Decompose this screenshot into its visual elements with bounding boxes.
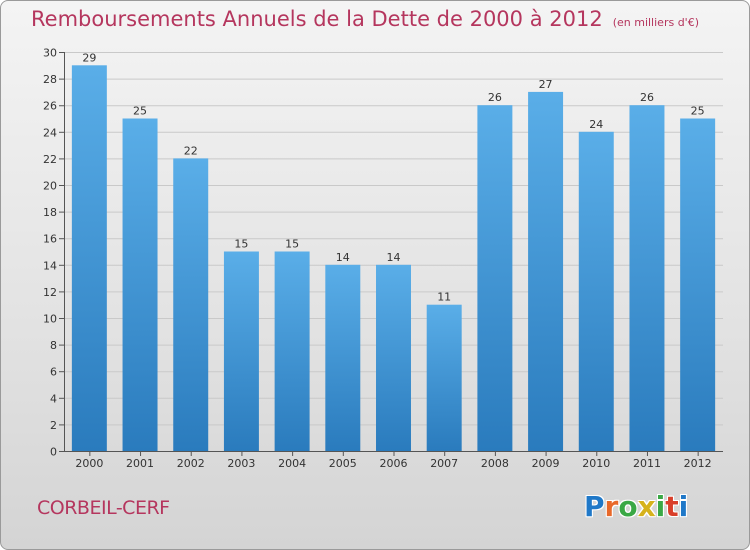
bar: [680, 118, 716, 451]
y-tick-label: 10: [43, 313, 57, 326]
y-tick-label: 16: [43, 233, 57, 246]
data-label: 11: [437, 291, 451, 304]
data-label: 15: [285, 238, 299, 251]
x-tick-label: 2004: [278, 457, 306, 470]
y-tick-label: 2: [50, 419, 57, 432]
bar: [426, 304, 462, 451]
x-tick-label: 2003: [227, 457, 255, 470]
logo-letter: o: [618, 490, 638, 523]
x-tick-label: 2008: [481, 457, 509, 470]
bar: [528, 91, 564, 452]
data-label: 27: [539, 78, 553, 91]
bar: [477, 105, 513, 451]
data-label: 22: [184, 144, 198, 157]
x-tick-label: 2002: [177, 457, 205, 470]
y-tick-label: 6: [50, 366, 57, 379]
proxiti-logo: Proxiti: [584, 490, 688, 523]
commune-name: CORBEIL-CERF: [37, 497, 170, 519]
chart-title: Remboursements Annuels de la Dette de 20…: [31, 7, 699, 31]
y-tick-label: 8: [50, 339, 57, 352]
title-main: Remboursements Annuels de la Dette de 20…: [31, 7, 603, 31]
logo-letter: x: [637, 490, 656, 523]
x-tick-label: 2007: [430, 457, 458, 470]
y-tick-label: 0: [50, 446, 57, 459]
y-tick-label: 20: [43, 180, 57, 193]
x-tick-label: 2005: [329, 457, 357, 470]
y-tick-label: 22: [43, 153, 57, 166]
bar: [173, 158, 209, 451]
x-tick-label: 2001: [126, 457, 154, 470]
logo-letter: i: [678, 490, 689, 523]
y-tick-label: 24: [43, 126, 57, 139]
logo-letter: t: [665, 490, 679, 523]
y-tick-label: 26: [43, 100, 57, 113]
data-label: 14: [387, 251, 401, 264]
data-label: 24: [589, 118, 603, 131]
y-tick-label: 4: [50, 392, 57, 405]
x-tick-label: 2006: [380, 457, 408, 470]
bar: [122, 118, 158, 451]
bar: [274, 251, 310, 451]
x-tick-label: 2009: [532, 457, 560, 470]
data-label: 14: [336, 251, 350, 264]
x-tick-label: 2011: [633, 457, 661, 470]
data-label: 25: [133, 105, 147, 118]
x-tick-label: 2012: [684, 457, 712, 470]
data-label: 26: [640, 91, 654, 104]
logo-letter: i: [655, 490, 666, 523]
data-label: 15: [234, 238, 248, 251]
bar: [71, 65, 107, 452]
data-label: 25: [691, 105, 705, 118]
y-tick-label: 30: [43, 47, 57, 60]
x-tick-label: 2010: [582, 457, 610, 470]
x-tick-label: 2000: [75, 457, 103, 470]
logo-letter: P: [584, 490, 605, 523]
y-tick-label: 28: [43, 73, 57, 86]
logo-letter: r: [604, 490, 619, 523]
y-tick-label: 18: [43, 206, 57, 219]
bar: [325, 264, 361, 451]
bar: [223, 251, 259, 451]
bar: [376, 264, 411, 451]
y-tick-label: 14: [43, 259, 57, 272]
bar: [629, 105, 665, 451]
data-label: 29: [82, 51, 96, 64]
y-tick-label: 12: [43, 286, 57, 299]
data-label: 26: [488, 91, 502, 104]
title-unit: (en milliers d'€): [612, 16, 699, 29]
bar: [578, 131, 614, 452]
